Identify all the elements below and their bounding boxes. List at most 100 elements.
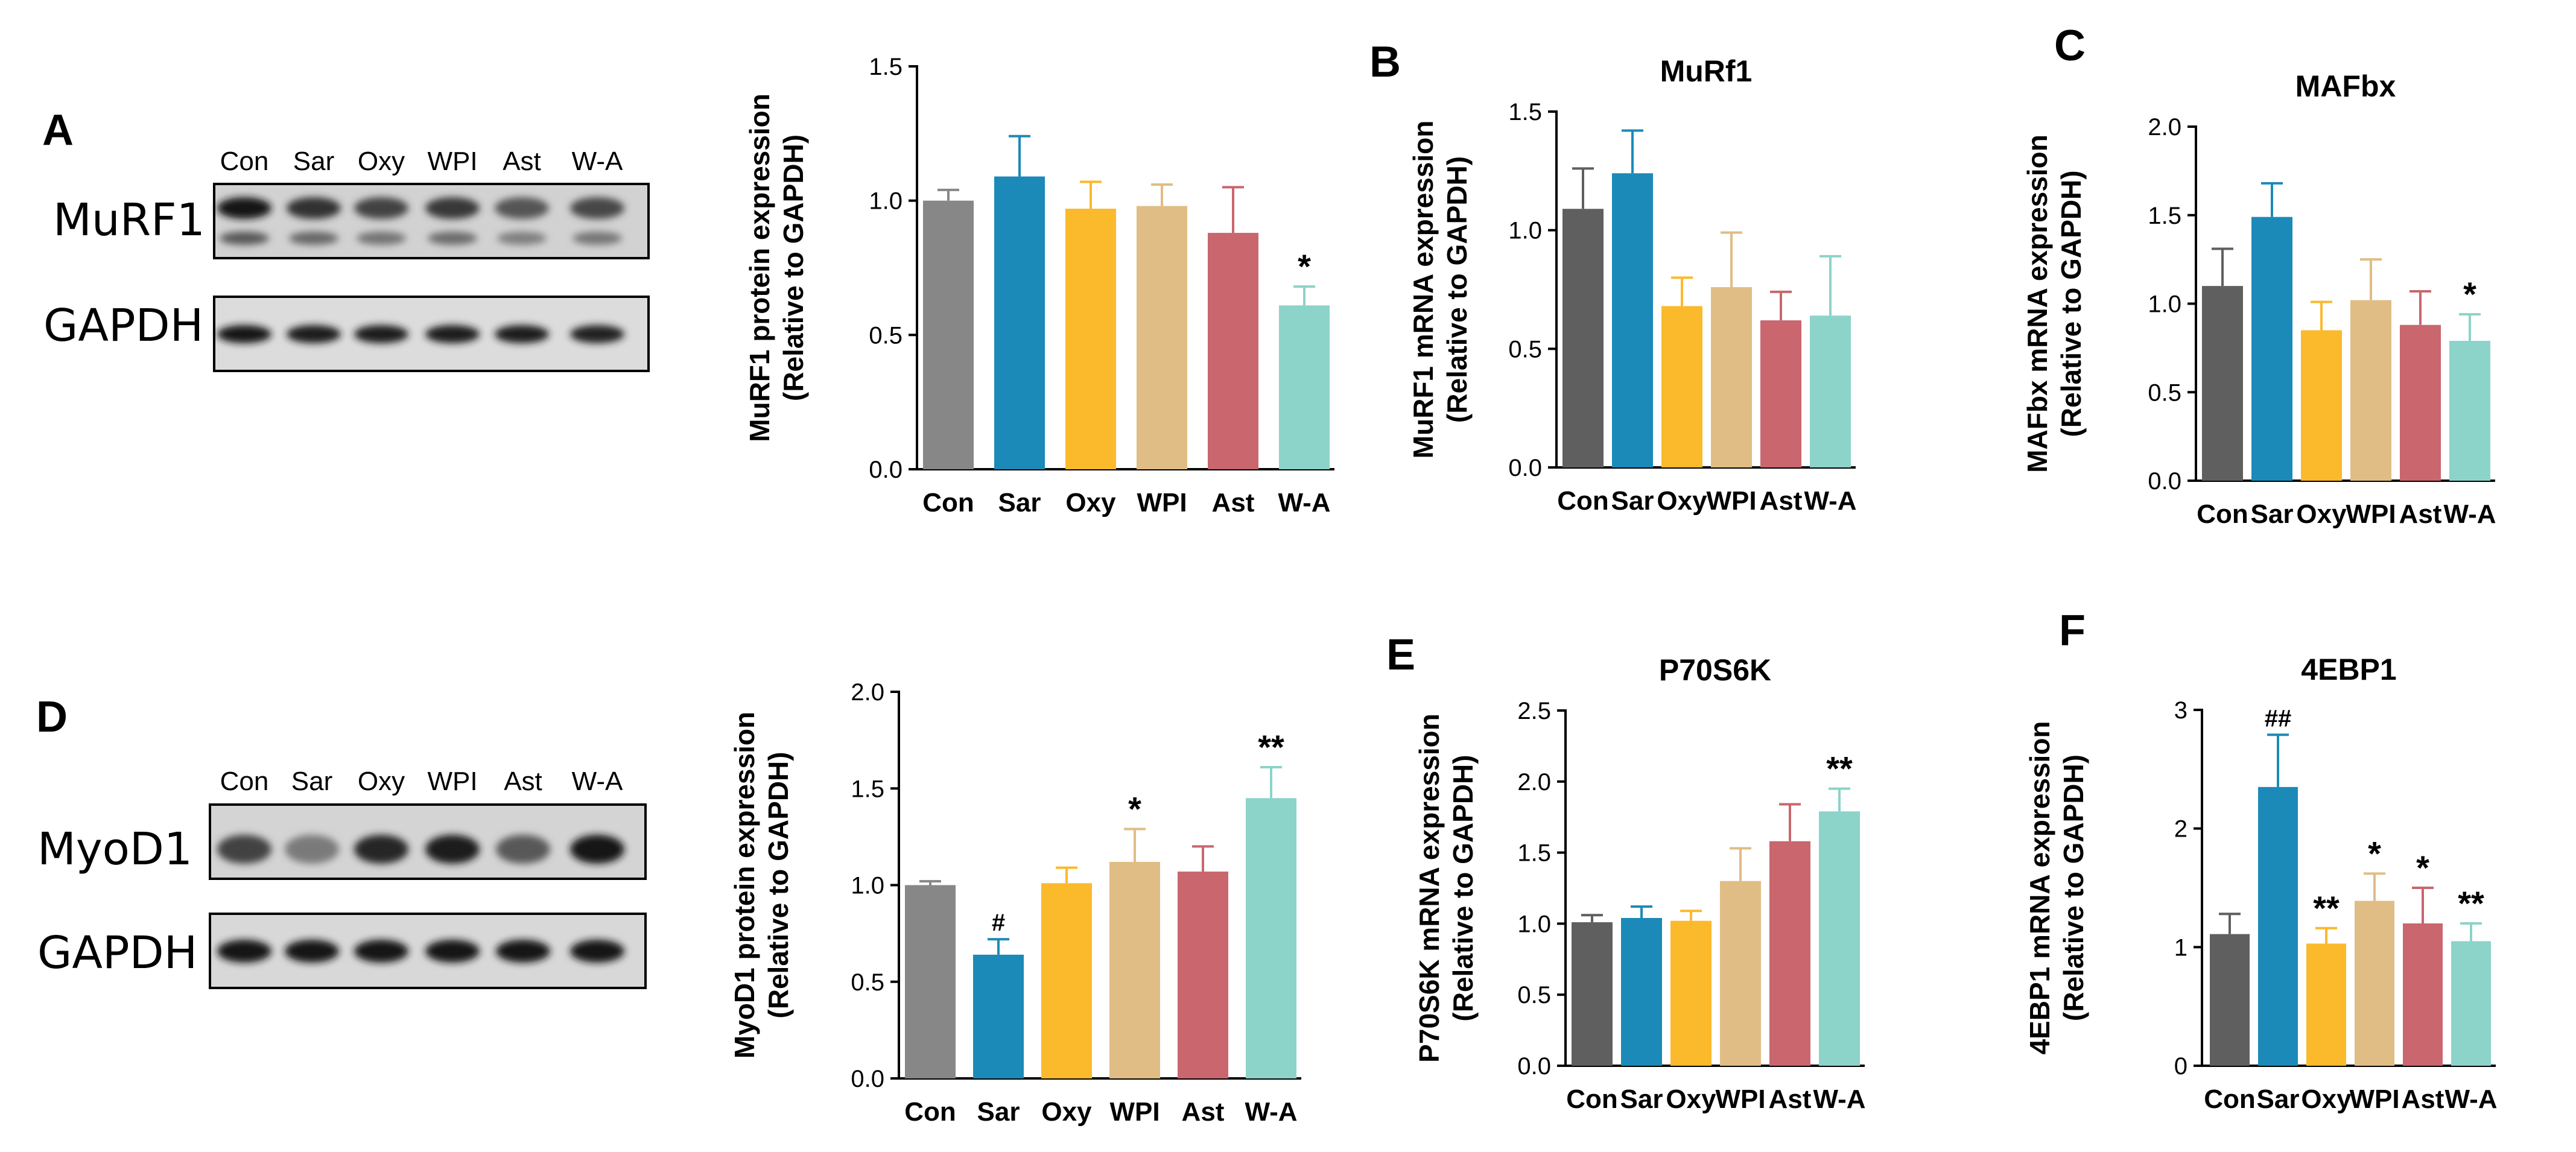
panel-letter-c: C — [2054, 22, 2086, 70]
x-tick-label: Ast — [1769, 1084, 1812, 1114]
significance-marker: ** — [1826, 750, 1853, 788]
y-tick-label: 1.5 — [851, 776, 884, 802]
y-axis-label-line: MAFbx mRNA expression — [2022, 135, 2053, 473]
blot-row-label-gapdh: GAPDH — [37, 927, 197, 979]
blot-strip-myod1 — [209, 803, 647, 880]
x-tick-label: WPI — [1706, 486, 1756, 516]
panel-letter-b: B — [1369, 38, 1401, 86]
significance-marker: ** — [2313, 889, 2340, 927]
y-tick-label: 1.5 — [869, 54, 903, 80]
bar-con — [923, 200, 974, 469]
x-tick-label: Ast — [1212, 488, 1255, 517]
x-tick-label: Ast — [2402, 1084, 2444, 1114]
y-tick-label: 0.0 — [2148, 468, 2181, 495]
x-tick-label: W-A — [2444, 1084, 2497, 1114]
blot-band — [496, 835, 550, 864]
y-axis-label: MyoD1 protein expression(Relative to GAP… — [729, 712, 794, 1059]
x-tick-label: Sar — [977, 1097, 1020, 1127]
blot-band-faint — [289, 232, 338, 245]
lane-label: Sar — [293, 147, 334, 176]
blot-band — [287, 325, 341, 343]
blot-band — [425, 940, 480, 963]
significance-marker: ** — [1258, 728, 1284, 766]
y-axis-label-line: MyoD1 protein expression — [729, 712, 760, 1059]
y-axis-label-line: (Relative to GAPDH) — [778, 135, 809, 401]
blot-lane-labels: Con Sar Oxy WPI Ast W-A — [220, 767, 623, 796]
x-tick-label: Con — [904, 1097, 956, 1127]
bar-sar — [973, 954, 1024, 1078]
chart-panel-b-murf1-mrna: MuRf1 MuRF1 mRNA expression(Relative to G… — [1407, 54, 1857, 516]
blot-band — [496, 940, 550, 963]
blot-lane-labels: Con Sar Oxy WPI Ast W-A — [220, 147, 623, 176]
bar-w-a — [1279, 305, 1330, 469]
y-tick-label: 0.5 — [1508, 336, 1542, 362]
y-axis-label-line: (Relative to GAPDH) — [2058, 755, 2089, 1021]
x-tick-label: Con — [1566, 1084, 1618, 1114]
bar-wpi — [1711, 287, 1752, 467]
blot-band — [287, 197, 341, 219]
chart-title: MuRf1 — [1660, 54, 1753, 88]
x-tick-label: Oxy — [1041, 1097, 1092, 1127]
lane-label: Con — [220, 767, 269, 796]
bar-sar — [2258, 786, 2298, 1066]
x-tick-label: W-A — [1804, 486, 1856, 516]
lane-label: Oxy — [358, 767, 405, 796]
y-tick-label: 1 — [2174, 934, 2187, 961]
blot-band — [495, 197, 549, 219]
y-tick-label: 0.5 — [1517, 982, 1551, 1008]
y-tick-label: 1.0 — [851, 873, 884, 899]
bar-w-a — [2451, 941, 2491, 1066]
x-tick-label: Sar — [2257, 1084, 2300, 1114]
bar-sar — [994, 176, 1045, 469]
x-tick-label: W-A — [2443, 499, 2496, 529]
x-tick-label: Oxy — [1065, 488, 1116, 517]
significance-marker: * — [2368, 834, 2381, 872]
x-tick-label: W-A — [1813, 1084, 1865, 1114]
panel-letter-e: E — [1386, 631, 1415, 679]
lane-label: Sar — [291, 767, 332, 796]
blot-row-label-gapdh: GAPDH — [43, 300, 203, 352]
bar-ast — [1178, 872, 1228, 1078]
blot-band-faint — [428, 232, 477, 245]
y-tick-label: 2.5 — [1517, 698, 1551, 724]
x-tick-label: WPI — [1137, 488, 1187, 517]
y-axis-label: MuRF1 mRNA expression(Relative to GAPDH) — [1407, 121, 1473, 459]
blot-band — [570, 835, 624, 864]
chart-title: MAFbx — [2295, 69, 2396, 103]
x-tick-label: Oxy — [1657, 486, 1707, 516]
blot-band-faint — [573, 232, 622, 245]
y-axis-label-line: MuRF1 mRNA expression — [1407, 121, 1439, 459]
y-axis-label-line: MuRF1 protein expression — [744, 93, 775, 442]
panel-letter-a: A — [42, 106, 74, 154]
x-tick-label: Con — [922, 488, 974, 517]
x-tick-label: Ast — [1182, 1097, 1225, 1127]
lane-label: Oxy — [358, 147, 405, 176]
chart-panel-a-murf1-protein: MuRF1 protein expression(Relative to GAP… — [744, 54, 1334, 517]
blot-band — [285, 940, 339, 963]
panel-letter-d: D — [36, 693, 68, 741]
bar-ast — [1208, 233, 1258, 469]
bar-con — [905, 885, 956, 1078]
bar-sar — [1612, 173, 1653, 467]
y-axis-label-line: (Relative to GAPDH) — [1441, 156, 1473, 423]
bar-w-a — [2449, 341, 2490, 481]
blot-band — [217, 325, 271, 343]
blot-band — [570, 940, 624, 963]
y-tick-label: 0.5 — [2148, 379, 2181, 406]
blot-band — [495, 325, 549, 343]
chart-panel-d-myod1-protein: MyoD1 protein expression(Relative to GAP… — [729, 679, 1301, 1127]
y-tick-label: 0.0 — [1517, 1053, 1551, 1080]
bar-oxy — [1065, 209, 1116, 469]
x-tick-label: WPI — [1109, 1097, 1160, 1127]
bar-w-a — [1810, 315, 1851, 467]
x-tick-label: Con — [2197, 499, 2248, 529]
lane-label: Ast — [503, 147, 541, 176]
x-tick-label: WPI — [2349, 1084, 2399, 1114]
bar-wpi — [2350, 300, 2391, 481]
y-tick-label: 2.0 — [851, 679, 884, 706]
blot-band — [570, 325, 624, 343]
blot-strip-murf1 — [213, 183, 650, 259]
x-tick-label: Sar — [2251, 499, 2294, 529]
x-tick-label: Ast — [1760, 486, 1803, 516]
bar-con — [1572, 922, 1613, 1066]
